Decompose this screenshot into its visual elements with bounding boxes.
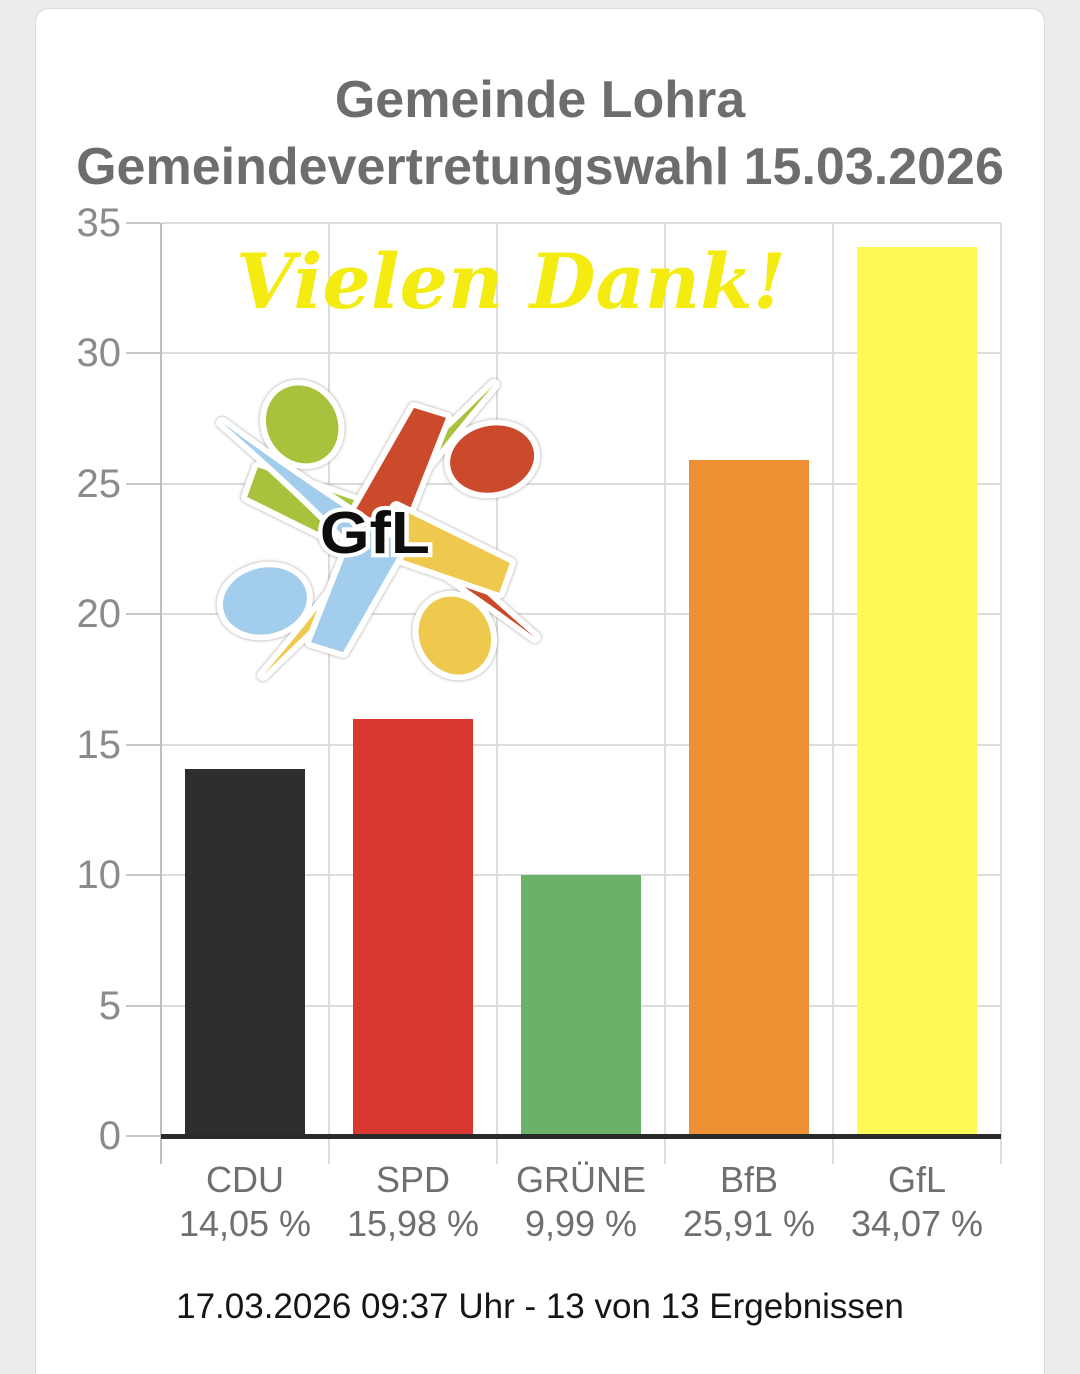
y-tick-mark (126, 743, 160, 746)
logo-head-icon (259, 379, 345, 470)
category-label: BfB 25,91 % (665, 1158, 833, 1246)
category-name: CDU (206, 1159, 284, 1200)
bar (689, 460, 809, 1136)
result-card: Gemeinde Lohra Gemeindevertretungswahl 1… (35, 8, 1045, 1374)
v-gridline (664, 223, 666, 1164)
y-tick-mark (126, 1135, 160, 1137)
page-title: Gemeinde Lohra Gemeindevertretungswahl 1… (36, 67, 1044, 201)
logo-head-icon (443, 419, 541, 499)
logo-head-icon (412, 590, 498, 681)
h-gridline (161, 743, 1001, 746)
logo-body-icon (216, 416, 410, 658)
category-value: 9,99 % (524, 1203, 638, 1244)
category-name: GRÜNE (515, 1159, 646, 1200)
y-axis-line (160, 223, 162, 1164)
category-label: GRÜNE 9,99 % (497, 1158, 665, 1246)
title-line1: Gemeinde Lohra (334, 71, 746, 129)
y-tick-label: 30 (76, 331, 122, 376)
v-gridline (1000, 223, 1002, 1164)
logo-head-icon (216, 561, 314, 641)
category-name: SPD (375, 1159, 451, 1200)
v-gridline (496, 223, 498, 1164)
bar (521, 875, 641, 1136)
title-line2: Gemeindevertretungswahl 15.03.2026 (76, 138, 1004, 196)
logo-figure-blue (216, 416, 410, 658)
bar-chart: 0 5 10 15 20 25 30 35 CDU 14,05 % SPD 15,98 % GRÜNE… (36, 9, 1044, 1374)
y-tick-mark (126, 613, 160, 616)
category-value: 34,07 % (850, 1203, 984, 1244)
y-tick-label: 25 (76, 461, 122, 506)
y-tick-mark (126, 352, 160, 355)
gfl-logo: GfL (216, 379, 541, 681)
category-value: 25,91 % (682, 1203, 816, 1244)
category-label: SPD 15,98 % (329, 1158, 497, 1246)
h-gridline (161, 613, 1001, 616)
status-text: 17.03.2026 09:37 Uhr - 13 von 13 Ergebni… (176, 1287, 904, 1326)
h-gridline (161, 874, 1001, 877)
v-gridline (832, 223, 834, 1164)
y-tick-label: 20 (76, 592, 122, 637)
h-gridline (161, 352, 1001, 355)
y-tick-label: 35 (76, 201, 122, 245)
bar (353, 719, 473, 1136)
category-name: GfL (887, 1159, 947, 1200)
category-label: CDU 14,05 % (161, 1158, 329, 1246)
y-tick-label: 0 (98, 1114, 121, 1158)
category-label: GfL 34,07 % (833, 1158, 1001, 1246)
category-value: 14,05 % (178, 1203, 312, 1244)
y-tick-mark (126, 482, 160, 485)
v-gridline (328, 223, 330, 1164)
category-value: 15,98 % (346, 1203, 480, 1244)
bar (857, 247, 977, 1136)
x-axis-line (161, 1134, 1001, 1139)
y-tick-mark (126, 222, 160, 224)
h-gridline (161, 222, 1001, 224)
bar (185, 769, 305, 1136)
y-tick-label: 5 (98, 983, 121, 1028)
y-tick-label: 15 (76, 722, 122, 767)
y-tick-mark (126, 1004, 160, 1007)
y-tick-mark (126, 874, 160, 877)
category-name: BfB (719, 1159, 779, 1200)
y-tick-label: 10 (76, 853, 122, 898)
thanks-banner: Vielen Dank! (235, 237, 787, 326)
logo-label: GfL (320, 500, 430, 566)
h-gridline (161, 482, 1001, 485)
